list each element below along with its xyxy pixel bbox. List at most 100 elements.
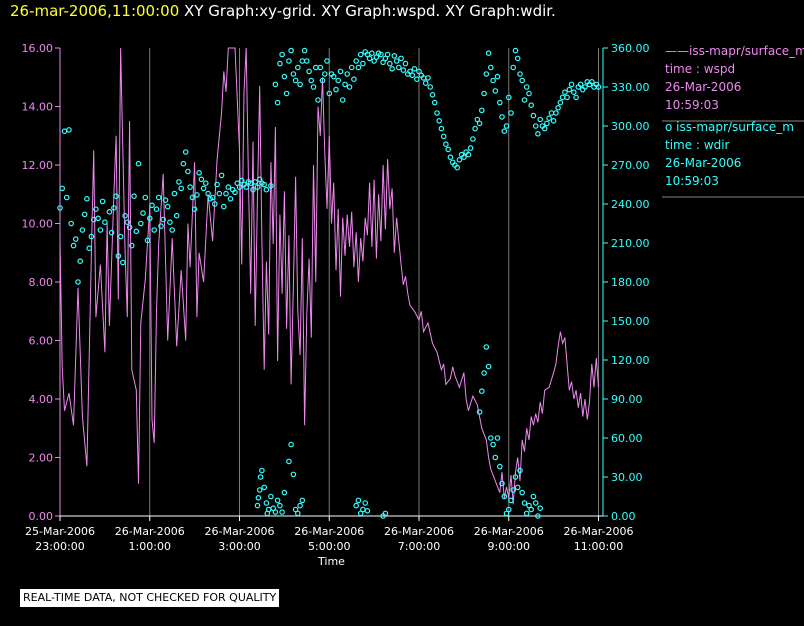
- wdir-point: [185, 168, 191, 175]
- wdir-point: [532, 123, 539, 129]
- legend-line-wdir: time : wdir: [665, 138, 730, 152]
- wdir-point: [512, 47, 519, 54]
- x-axis-tick-date: 26-Mar-2006: [564, 525, 634, 538]
- wdir-point: [523, 84, 530, 90]
- wdir-point: [461, 154, 467, 161]
- wdir-point: [290, 71, 297, 77]
- wdir-point: [355, 64, 362, 71]
- wdir-point: [256, 487, 263, 493]
- wdir-point: [564, 94, 570, 101]
- right-axis-tick-label: 270.00: [611, 159, 650, 172]
- wdir-point: [588, 79, 595, 85]
- wdir-point: [553, 110, 559, 116]
- wdir-point: [422, 80, 429, 86]
- wdir-point: [371, 58, 377, 64]
- wdir-point: [485, 363, 492, 370]
- wdir-point: [478, 388, 485, 395]
- wdir-point: [167, 219, 173, 226]
- wdir-point: [59, 185, 66, 192]
- wdir-point: [209, 194, 216, 201]
- wdir-point: [102, 219, 108, 226]
- wdir-point: [353, 58, 360, 64]
- wdir-point: [299, 58, 306, 64]
- wdir-point: [362, 500, 369, 506]
- wdir-point: [66, 127, 72, 133]
- wdir-point: [173, 212, 180, 219]
- wdir-point: [494, 73, 501, 80]
- header-graph-list: XY Graph:xy-grid. XY Graph:wspd. XY Grap…: [184, 2, 556, 20]
- wdir-point: [517, 467, 523, 474]
- wdir-point: [510, 64, 517, 71]
- wdir-point: [456, 157, 463, 163]
- wdir-point: [160, 216, 167, 223]
- wdir-point: [182, 149, 189, 155]
- x-axis-tick-date: 26-Mar-2006: [384, 525, 454, 538]
- wdir-point: [490, 441, 496, 448]
- wdir-point: [510, 487, 517, 493]
- wdir-point: [308, 77, 315, 84]
- wdir-point: [164, 203, 171, 210]
- left-axis-tick-label: 2.00: [29, 452, 54, 465]
- wdir-point: [519, 489, 526, 496]
- wdir-point: [292, 77, 299, 84]
- wdir-point: [526, 90, 532, 97]
- wdir-point: [339, 97, 346, 103]
- wdir-point: [321, 71, 328, 77]
- wdir-point: [490, 77, 496, 84]
- wdir-point: [559, 94, 566, 101]
- wdir-point: [505, 506, 512, 513]
- wdir-point: [81, 211, 88, 218]
- wdir-point: [438, 125, 445, 132]
- wdir-point: [243, 184, 250, 190]
- legend-line-wspd: time : wspd: [665, 62, 735, 76]
- wdir-point: [317, 64, 324, 71]
- wdir-point: [286, 58, 292, 64]
- wdir-point: [263, 186, 270, 193]
- wdir-point: [277, 502, 283, 509]
- wdir-point: [378, 51, 384, 58]
- wdir-point: [203, 180, 209, 187]
- wdir-point: [281, 489, 288, 496]
- wdir-point: [393, 58, 400, 64]
- wdir-point: [503, 123, 510, 129]
- wdir-point: [382, 510, 389, 517]
- wdir-point: [99, 198, 106, 205]
- wdir-point: [303, 58, 310, 64]
- wdir-point: [541, 125, 548, 132]
- wdir-point: [326, 90, 333, 97]
- wdir-point: [279, 509, 285, 515]
- wdir-point: [398, 55, 404, 62]
- wdir-point: [537, 505, 544, 512]
- right-axis-tick-label: 210.00: [611, 237, 650, 250]
- left-axis-tick-label: 14.00: [22, 101, 54, 114]
- right-axis-tick-label: 180.00: [611, 276, 650, 289]
- wdir-point: [70, 242, 77, 249]
- wdir-point: [483, 71, 490, 77]
- left-axis-tick-label: 12.00: [22, 159, 54, 172]
- left-axis-tick-label: 8.00: [29, 276, 54, 289]
- wdir-point: [227, 196, 234, 202]
- right-axis-tick-label: 120.00: [611, 354, 650, 367]
- wdir-point: [263, 500, 270, 506]
- x-axis-tick-date: 26-Mar-2006: [294, 525, 364, 538]
- wdir-point: [494, 435, 501, 441]
- wdir-point: [147, 215, 153, 222]
- x-axis-label: Time: [317, 555, 345, 568]
- wdir-point: [369, 50, 375, 57]
- left-axis-tick-label: 0.00: [29, 510, 54, 523]
- wdir-point: [315, 97, 321, 103]
- wdir-point: [194, 192, 200, 198]
- wdir-point: [294, 510, 301, 517]
- wdir-point: [425, 75, 431, 81]
- wdir-point: [483, 344, 490, 350]
- wdir-point: [122, 212, 128, 219]
- wdir-point: [312, 64, 319, 71]
- wdir-point: [115, 253, 122, 259]
- wdir-point: [582, 84, 588, 90]
- x-axis-tick-time: 7:00:00: [398, 540, 440, 553]
- right-axis-tick-label: 150.00: [611, 315, 650, 328]
- wdir-point: [281, 73, 288, 80]
- x-axis-tick-date: 25-Mar-2006: [25, 525, 95, 538]
- wdir-point: [61, 128, 68, 135]
